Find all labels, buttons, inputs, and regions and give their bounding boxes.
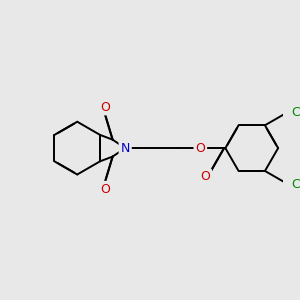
Text: N: N bbox=[121, 142, 130, 154]
Text: Cl: Cl bbox=[291, 178, 300, 190]
Text: O: O bbox=[200, 170, 210, 183]
Text: O: O bbox=[100, 100, 110, 113]
Text: O: O bbox=[195, 142, 205, 154]
Text: O: O bbox=[100, 183, 110, 196]
Text: Cl: Cl bbox=[291, 106, 300, 118]
